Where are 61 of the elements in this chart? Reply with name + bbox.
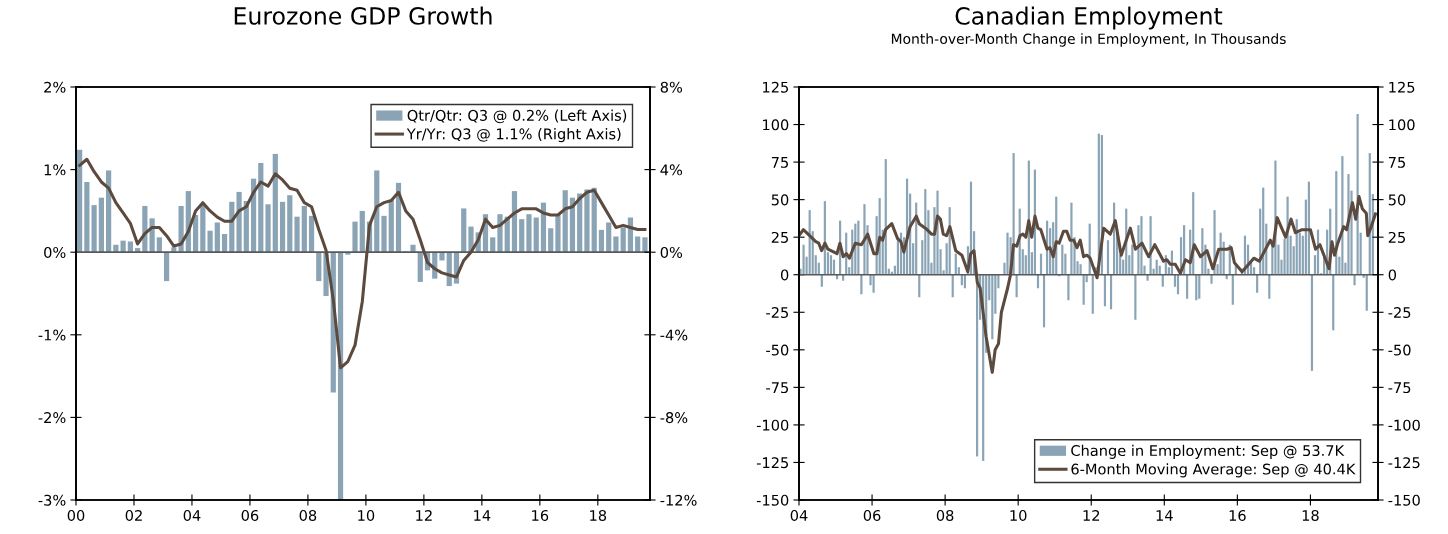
x-tick-label: 12 xyxy=(1083,509,1100,521)
y-tick-label: 0% xyxy=(44,246,66,258)
chart-subtitle: Month-over-Month Change in Employment, In Thousands xyxy=(891,33,1286,47)
x-tick-label: 10 xyxy=(1010,509,1027,522)
y2-tick-label: -12% xyxy=(660,494,697,506)
y-tick-label: 125 xyxy=(763,81,788,93)
y-tick-label: -1% xyxy=(38,329,66,341)
x-tick-label: 18 xyxy=(1302,509,1319,522)
y2-tick-label: -100 xyxy=(1388,419,1420,431)
y-tick-label: 25 xyxy=(771,231,788,243)
y2-tick-label: -150 xyxy=(1388,494,1420,506)
x-tick-label: 16 xyxy=(532,509,549,522)
y-tick-label: -150 xyxy=(756,494,789,506)
y2-tick-label: 75 xyxy=(1388,157,1406,168)
chart-title: Eurozone GDP Growth xyxy=(234,6,492,25)
y-tick-label: 2% xyxy=(44,81,66,93)
x-tick-label: 00 xyxy=(67,509,85,522)
x-tick-label: 06 xyxy=(241,509,259,522)
y2-tick-label: -8% xyxy=(660,412,688,424)
x-tick-label: 08 xyxy=(299,509,317,522)
y-tick-label: -2% xyxy=(38,412,66,424)
x-tick-label: 08 xyxy=(936,509,954,522)
y-tick-label: 1% xyxy=(44,164,66,176)
y2-tick-label: -125 xyxy=(1388,457,1420,469)
legend-label: 6-Month Moving Average: Sep @ 40.4K xyxy=(1071,463,1356,478)
x-tick-label: 04 xyxy=(183,509,201,522)
legend-label: Qtr/Qtr: Q3 @ 0.2% (Left Axis) xyxy=(407,109,627,124)
y-tick-label: -50 xyxy=(766,344,789,356)
chart-title: Canadian Employment xyxy=(955,6,1223,30)
x-tick-label: 18 xyxy=(590,509,607,522)
legend-label: Change in Employment: Sep @ 53.7K xyxy=(1071,444,1345,459)
x-tick-label: 14 xyxy=(1156,510,1173,521)
legend-label: Yr/Yr: Q3 @ 1.1% (Right Axis) xyxy=(406,128,621,143)
x-tick-label: 04 xyxy=(790,509,808,522)
y2-tick-label: 25 xyxy=(1388,231,1406,243)
y-tick-label: -25 xyxy=(766,306,788,319)
y2-tick-label: 8% xyxy=(660,81,683,93)
y2-tick-label: -25 xyxy=(1388,306,1411,319)
y2-tick-label: 4% xyxy=(660,164,683,176)
y2-tick-label: 0% xyxy=(660,246,683,258)
y2-tick-label: 100 xyxy=(1389,119,1415,131)
y-tick-label: -75 xyxy=(766,382,788,394)
y-tick-label: -125 xyxy=(756,457,788,469)
x-tick-label: 12 xyxy=(416,509,432,521)
x-tick-label: 06 xyxy=(863,509,881,522)
y2-tick-label: 50 xyxy=(1388,194,1406,206)
y-tick-label: 75 xyxy=(771,157,788,168)
y-tick-label: 0 xyxy=(780,269,789,281)
x-tick-label: 14 xyxy=(474,510,491,521)
y-tick-label: -100 xyxy=(756,419,789,431)
y-tick-label: 100 xyxy=(763,119,789,131)
y2-tick-label: -50 xyxy=(1388,344,1411,356)
x-tick-label: 02 xyxy=(125,509,142,522)
y2-tick-label: 125 xyxy=(1389,81,1415,93)
x-tick-label: 16 xyxy=(1229,509,1246,522)
y2-tick-label: 0 xyxy=(1388,269,1397,281)
y-tick-label: 50 xyxy=(771,194,789,206)
y2-tick-label: -75 xyxy=(1388,382,1411,394)
y2-tick-label: -4% xyxy=(660,329,688,341)
x-tick-label: 10 xyxy=(358,509,375,522)
y-tick-label: -3% xyxy=(38,494,66,506)
